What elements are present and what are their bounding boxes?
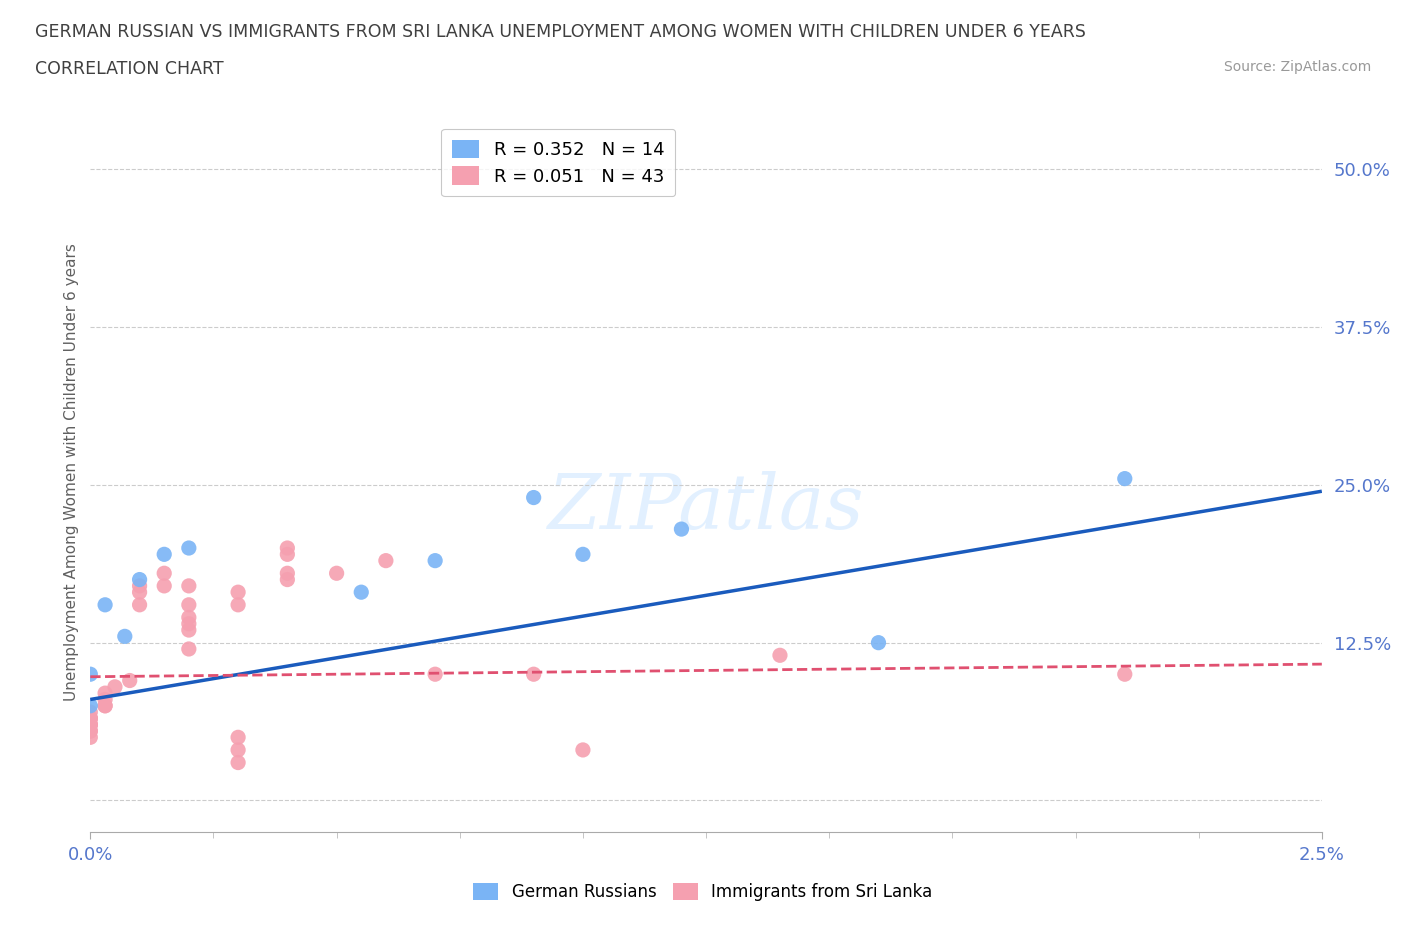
Point xyxy=(226,730,249,745)
Point xyxy=(128,597,150,612)
Point xyxy=(79,705,101,720)
Point xyxy=(153,578,176,593)
Point xyxy=(177,622,200,637)
Text: Source: ZipAtlas.com: Source: ZipAtlas.com xyxy=(1223,60,1371,74)
Point xyxy=(94,685,117,700)
Point xyxy=(128,585,150,600)
Point xyxy=(374,553,396,568)
Point xyxy=(104,680,127,695)
Point xyxy=(350,585,373,600)
Point xyxy=(423,667,446,682)
Point xyxy=(79,730,101,745)
Point xyxy=(79,724,101,738)
Point xyxy=(671,522,693,537)
Point xyxy=(79,717,101,732)
Point xyxy=(226,597,249,612)
Point xyxy=(423,553,446,568)
Point xyxy=(114,629,136,644)
Point xyxy=(325,565,347,580)
Point xyxy=(177,617,200,631)
Point xyxy=(276,565,298,580)
Point xyxy=(572,742,595,757)
Point xyxy=(1114,472,1136,486)
Point xyxy=(153,565,176,580)
Point xyxy=(226,742,249,757)
Text: CORRELATION CHART: CORRELATION CHART xyxy=(35,60,224,78)
Point xyxy=(226,585,249,600)
Point xyxy=(868,635,890,650)
Point xyxy=(79,698,101,713)
Text: ZIPatlas: ZIPatlas xyxy=(548,472,865,545)
Point xyxy=(177,578,200,593)
Point xyxy=(177,597,200,612)
Point xyxy=(128,572,150,587)
Point xyxy=(94,698,117,713)
Y-axis label: Unemployment Among Women with Children Under 6 years: Unemployment Among Women with Children U… xyxy=(65,244,79,701)
Point xyxy=(276,540,298,555)
Point xyxy=(79,717,101,732)
Point xyxy=(177,610,200,625)
Point xyxy=(572,547,595,562)
Point xyxy=(276,547,298,562)
Point xyxy=(769,648,792,663)
Point xyxy=(79,711,101,725)
Point xyxy=(79,717,101,732)
Point xyxy=(94,698,117,713)
Legend: R = 0.352   N = 14, R = 0.051   N = 43: R = 0.352 N = 14, R = 0.051 N = 43 xyxy=(441,129,675,196)
Point xyxy=(177,540,200,555)
Point xyxy=(523,667,546,682)
Point xyxy=(276,572,298,587)
Point xyxy=(523,490,546,505)
Point xyxy=(79,724,101,738)
Point xyxy=(177,642,200,657)
Text: GERMAN RUSSIAN VS IMMIGRANTS FROM SRI LANKA UNEMPLOYMENT AMONG WOMEN WITH CHILDR: GERMAN RUSSIAN VS IMMIGRANTS FROM SRI LA… xyxy=(35,23,1085,41)
Legend: German Russians, Immigrants from Sri Lanka: German Russians, Immigrants from Sri Lan… xyxy=(467,876,939,908)
Point xyxy=(79,711,101,725)
Point xyxy=(94,692,117,707)
Point xyxy=(153,547,176,562)
Point xyxy=(118,673,141,688)
Point xyxy=(226,755,249,770)
Point xyxy=(128,578,150,593)
Point xyxy=(79,667,101,682)
Point xyxy=(1114,667,1136,682)
Point xyxy=(79,711,101,725)
Point xyxy=(94,597,117,612)
